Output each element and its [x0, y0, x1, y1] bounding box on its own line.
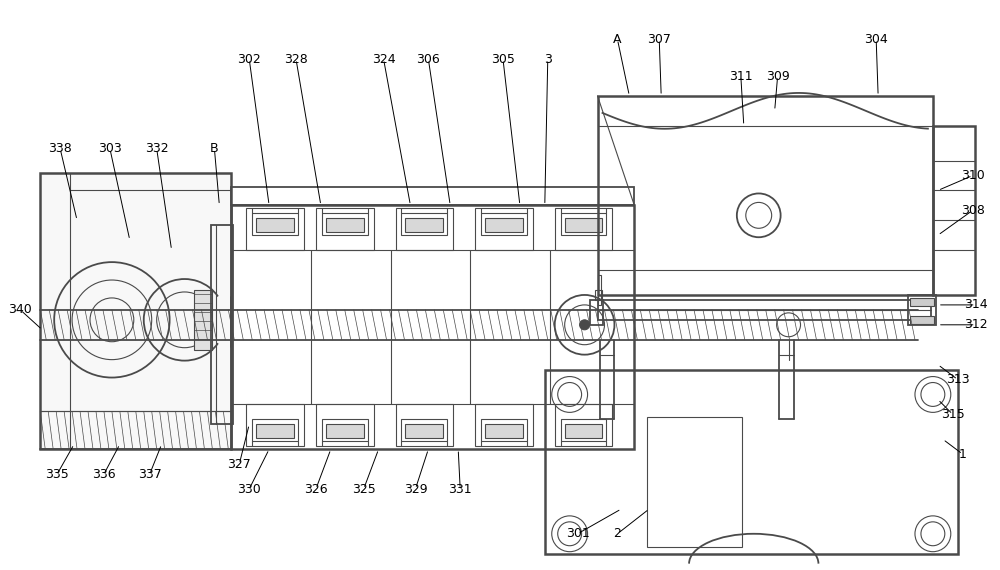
Bar — [246, 405, 304, 446]
Text: 336: 336 — [92, 467, 116, 481]
Bar — [316, 209, 374, 250]
Text: 330: 330 — [237, 482, 261, 495]
Text: 326: 326 — [304, 482, 328, 495]
Text: 1: 1 — [959, 447, 967, 461]
Text: 324: 324 — [372, 52, 395, 66]
Text: 305: 305 — [491, 52, 515, 66]
Bar — [396, 209, 453, 250]
Text: A: A — [613, 32, 622, 46]
Text: 307: 307 — [647, 32, 671, 46]
Bar — [598, 300, 931, 320]
Bar — [647, 417, 742, 547]
Bar — [326, 218, 364, 232]
Bar — [396, 405, 453, 446]
Bar — [485, 424, 523, 438]
Bar — [555, 405, 612, 446]
Text: 3: 3 — [544, 52, 552, 66]
Text: 302: 302 — [237, 52, 261, 66]
Text: 327: 327 — [227, 458, 251, 471]
Bar — [555, 209, 612, 250]
Bar — [561, 420, 606, 441]
Text: 2: 2 — [613, 527, 621, 540]
Bar — [481, 213, 527, 235]
Bar — [246, 209, 304, 250]
Text: 304: 304 — [864, 32, 888, 46]
Text: 312: 312 — [964, 318, 987, 331]
Text: 311: 311 — [729, 70, 753, 83]
Circle shape — [580, 320, 590, 330]
Text: 301: 301 — [566, 527, 589, 540]
Bar — [565, 424, 602, 438]
Bar — [401, 213, 447, 235]
Bar — [211, 225, 233, 424]
Text: 325: 325 — [352, 482, 376, 495]
Bar — [231, 205, 634, 449]
Bar — [322, 213, 368, 235]
Bar — [598, 96, 933, 295]
Bar — [561, 213, 606, 235]
Text: 315: 315 — [941, 408, 965, 421]
Bar — [326, 424, 364, 438]
Text: 340: 340 — [8, 303, 32, 316]
Bar — [256, 218, 294, 232]
Text: 310: 310 — [961, 169, 985, 182]
Bar — [908, 295, 936, 325]
Bar — [401, 420, 447, 441]
Bar — [40, 173, 231, 449]
Bar — [485, 218, 523, 232]
Text: 306: 306 — [416, 52, 440, 66]
Text: 328: 328 — [284, 52, 308, 66]
Text: 337: 337 — [138, 467, 162, 481]
Text: 303: 303 — [98, 142, 122, 155]
Bar — [405, 218, 443, 232]
Bar — [475, 209, 533, 250]
Bar — [252, 420, 298, 441]
Text: 308: 308 — [961, 204, 985, 217]
Text: 332: 332 — [145, 142, 168, 155]
Bar — [481, 420, 527, 441]
Bar — [252, 213, 298, 235]
Text: 331: 331 — [448, 482, 472, 495]
Bar — [590, 300, 603, 325]
Bar — [475, 405, 533, 446]
Bar — [933, 126, 975, 295]
Text: 313: 313 — [946, 373, 970, 386]
Bar — [231, 188, 634, 205]
Bar — [595, 290, 602, 300]
Text: 329: 329 — [404, 482, 427, 495]
Text: 309: 309 — [766, 70, 790, 83]
Bar — [910, 316, 934, 324]
Bar — [910, 298, 934, 306]
Bar — [256, 424, 294, 438]
Bar — [598, 275, 601, 305]
Bar — [405, 424, 443, 438]
Bar — [545, 369, 958, 553]
Text: 335: 335 — [45, 467, 69, 481]
Text: 314: 314 — [964, 299, 987, 311]
Bar — [565, 218, 602, 232]
Text: 338: 338 — [48, 142, 72, 155]
Bar — [322, 420, 368, 441]
Bar — [316, 405, 374, 446]
Bar — [194, 290, 212, 349]
Text: B: B — [210, 142, 219, 155]
